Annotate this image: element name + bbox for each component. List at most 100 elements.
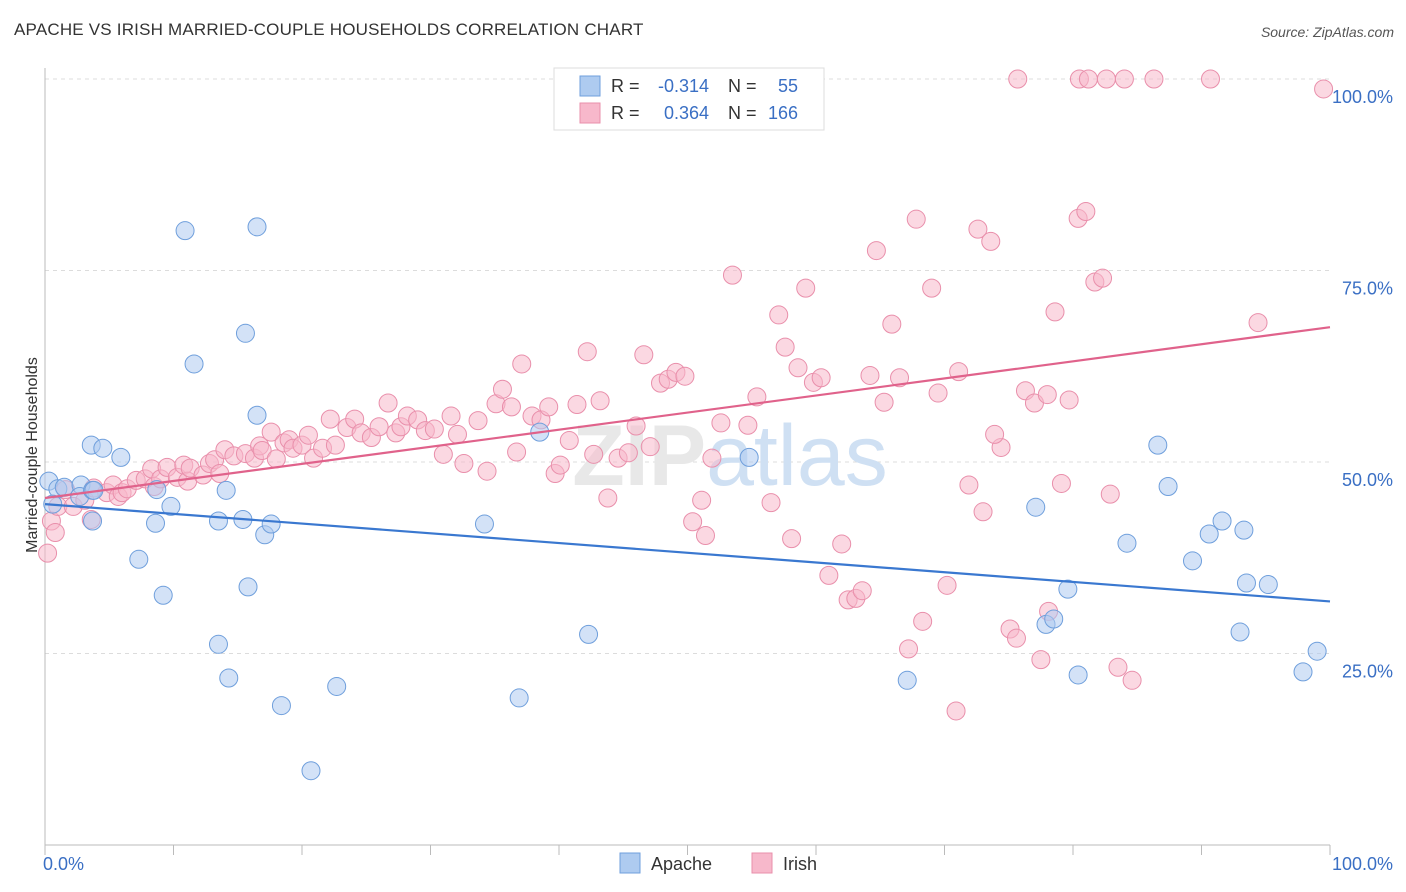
irish-point <box>906 209 926 229</box>
apache-point <box>509 688 529 708</box>
irish-point <box>320 409 340 429</box>
apache-point <box>271 696 291 716</box>
irish-point <box>567 395 587 415</box>
apache-point <box>153 585 173 605</box>
apache-point <box>1212 511 1232 531</box>
irish-point <box>577 342 597 362</box>
apache-point <box>216 480 236 500</box>
irish-point <box>38 543 58 563</box>
apache-point <box>1183 551 1203 571</box>
irish-point <box>584 444 604 464</box>
irish-point <box>1114 69 1134 89</box>
irish-point <box>640 437 660 457</box>
legend-apache-n-label: N = <box>728 76 757 96</box>
apache-point <box>474 514 494 534</box>
apache-point <box>1026 497 1046 517</box>
apache-point <box>1117 533 1137 553</box>
legend-swatch-apache <box>579 75 601 97</box>
irish-point <box>454 454 474 474</box>
apache-point <box>1307 641 1327 661</box>
irish-point <box>1045 302 1065 322</box>
irish-point <box>298 425 318 445</box>
apache-point <box>1199 524 1219 544</box>
irish-point <box>1031 650 1051 670</box>
apache-point <box>1068 665 1088 685</box>
irish-point <box>811 368 831 388</box>
apache-point <box>1058 579 1078 599</box>
apache-point <box>1258 575 1278 595</box>
irish-point <box>702 448 722 468</box>
irish-point <box>852 581 872 601</box>
irish-point <box>860 365 880 385</box>
irish-point <box>539 397 559 417</box>
irish-point <box>874 392 894 412</box>
irish-point <box>747 387 767 407</box>
irish-point <box>692 490 712 510</box>
legend-irish-r-label: R = <box>611 103 640 123</box>
irish-point <box>683 512 703 532</box>
irish-point <box>899 639 919 659</box>
irish-point <box>722 265 742 285</box>
irish-point <box>1096 69 1116 89</box>
irish-point <box>922 278 942 298</box>
apache-point <box>1236 573 1256 593</box>
irish-point <box>981 231 1001 251</box>
irish-point <box>618 443 638 463</box>
y-tick-label: 50.0% <box>1342 470 1393 490</box>
irish-point <box>928 383 948 403</box>
irish-point <box>501 397 521 417</box>
apache-point <box>739 447 759 467</box>
legend-irish-n-label: N = <box>728 103 757 123</box>
apache-point <box>247 405 267 425</box>
apache-point <box>147 480 167 500</box>
irish-point <box>890 368 910 388</box>
irish-point <box>45 522 65 542</box>
irish-point <box>1078 69 1098 89</box>
irish-point <box>512 354 532 374</box>
irish-point <box>968 219 988 239</box>
irish-point <box>441 406 461 426</box>
apache-point <box>111 447 131 467</box>
axes <box>44 68 1331 855</box>
irish-point <box>913 611 933 631</box>
x-tick-labels: 0.0% 100.0% <box>43 854 1393 874</box>
irish-point <box>782 529 802 549</box>
stats-legend: R = -0.314 N = 55 R = 0.364 N = 166 <box>553 67 825 131</box>
bottom-legend-irish: Irish <box>783 854 817 874</box>
irish-point <box>882 314 902 334</box>
irish-trend-line <box>44 326 1331 500</box>
apache-point <box>1293 662 1313 682</box>
legend-irish-n-value: 166 <box>768 103 798 123</box>
irish-point <box>1008 69 1028 89</box>
irish-point <box>796 278 816 298</box>
irish-point <box>634 345 654 365</box>
irish-point <box>761 493 781 513</box>
irish-point <box>433 444 453 464</box>
apache-point <box>327 676 347 696</box>
irish-point <box>1037 385 1057 405</box>
x-tick-label-min: 0.0% <box>43 854 84 874</box>
apache-point <box>161 496 181 516</box>
irish-point <box>711 413 731 433</box>
irish-point <box>775 337 795 357</box>
irish-point <box>769 305 789 325</box>
irish-point <box>447 424 467 444</box>
irish-point <box>959 475 979 495</box>
bottom-legend-apache: Apache <box>651 854 712 874</box>
irish-point <box>946 701 966 721</box>
apache-point <box>301 761 321 781</box>
apache-point <box>146 513 166 533</box>
irish-point <box>325 435 345 455</box>
irish-point <box>1051 473 1071 493</box>
apache-point <box>1044 609 1064 629</box>
irish-point <box>598 488 618 508</box>
apache-point <box>235 323 255 343</box>
apache-point <box>1230 622 1250 642</box>
apache-point <box>208 634 228 654</box>
y-tick-label: 25.0% <box>1342 662 1393 682</box>
irish-point <box>1093 268 1113 288</box>
irish-point <box>985 424 1005 444</box>
irish-point <box>468 411 488 431</box>
irish-point <box>550 455 570 475</box>
irish-point <box>492 379 512 399</box>
